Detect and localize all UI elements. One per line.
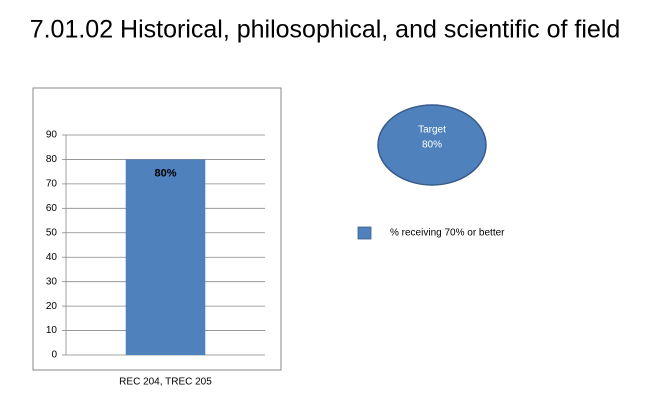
legend-swatch: [357, 226, 372, 240]
y-tick-label: 0: [51, 350, 57, 361]
target-label: 80%: [422, 140, 442, 151]
y-tick-label: 90: [46, 130, 58, 141]
y-tick-label: 40: [46, 252, 58, 263]
value-label: 80%: [154, 167, 176, 179]
x-tick-label: REC 204, TREC 205: [119, 377, 212, 388]
target-name: Target: [418, 125, 446, 136]
legend-label: % receiving 70% or better: [390, 228, 505, 239]
y-tick-label: 30: [46, 276, 58, 287]
y-tick-label: 70: [46, 179, 58, 190]
target-badge: Target 80%: [377, 104, 487, 186]
y-tick-label: 80: [46, 154, 58, 165]
y-tick-label: 10: [46, 325, 58, 336]
y-tick-label: 60: [46, 203, 58, 214]
bar: [125, 159, 206, 355]
slide-title: 7.01.02 Historical, philosophical, and s…: [30, 16, 621, 44]
target-circle: [377, 104, 487, 186]
y-tick-label: 50: [46, 227, 58, 238]
y-tick-label: 20: [46, 301, 58, 312]
